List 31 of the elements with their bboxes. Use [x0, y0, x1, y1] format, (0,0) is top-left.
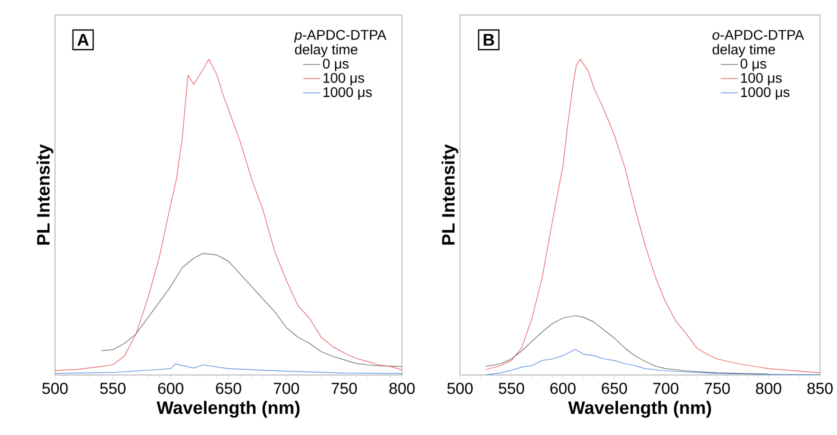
chart-title: B [484, 34, 494, 46]
legend-label: 100 μs [324, 72, 364, 86]
x-tick-label: 800 [389, 382, 415, 394]
legend-title: o-APDC-DTPA [712, 30, 804, 40]
legend-label: 0 μs [323, 58, 349, 72]
legend-label: 1000 μs [324, 87, 372, 100]
legend-title: p-APDC-DTPA [294, 30, 386, 43]
x-tick-label: 750 [704, 382, 730, 394]
x-tick-label: 550 [100, 382, 126, 394]
x-tick-label: 800 [756, 382, 782, 394]
y-axis-title: PL Intensity [36, 144, 54, 245]
legend-label: 1000 μs [741, 87, 790, 100]
x-tick-label: 600 [158, 382, 184, 394]
x-tick-label: 700 [653, 382, 678, 394]
x-tick-label: 700 [274, 382, 300, 394]
x-tick-label: 650 [602, 382, 627, 394]
x-axis-title: Wavelength (nm) [156, 400, 300, 418]
x-tick-label: 650 [216, 382, 242, 394]
x-tick-label: 600 [550, 382, 576, 394]
y-axis-title: PL Intensity [442, 144, 458, 245]
text: delay time [712, 44, 775, 58]
text: delay time [295, 44, 358, 58]
x-tick-label: 850 [807, 382, 833, 394]
x-tick-label: 500 [447, 382, 473, 394]
x-tick-label: 550 [498, 382, 524, 394]
x-tick-label: 500 [42, 382, 68, 394]
x-axis-title: Wavelength (nm) [568, 400, 711, 418]
x-tick-label: 750 [332, 382, 357, 394]
legend-label: 100 μs [741, 72, 782, 86]
legend-label: 0 μs [740, 58, 766, 72]
chart-title: A [77, 34, 89, 46]
